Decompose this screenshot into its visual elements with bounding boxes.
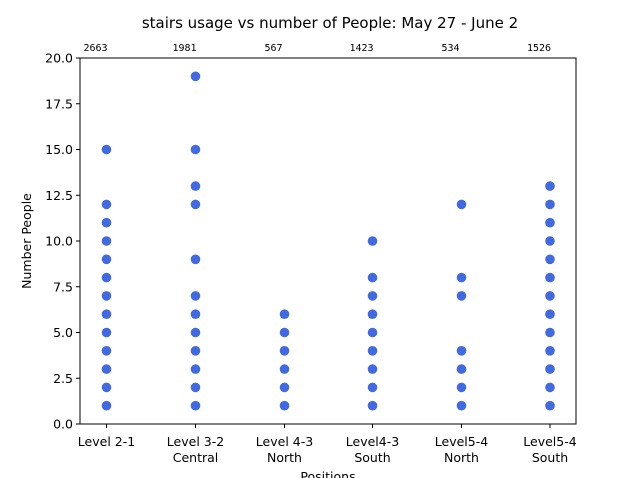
- y-tick-label: 0.0: [53, 417, 73, 432]
- data-point: [545, 400, 555, 411]
- data-point: [190, 400, 201, 411]
- data-point: [367, 291, 378, 301]
- data-point: [190, 181, 201, 191]
- data-point: [367, 327, 378, 338]
- y-tick-label: 15.0: [45, 142, 73, 157]
- data-point: [545, 217, 555, 228]
- x-tick-label: Level 3-2: [167, 434, 224, 449]
- y-tick-label: 17.5: [45, 96, 73, 111]
- total-count-label: 534: [441, 43, 459, 54]
- data-point: [101, 199, 112, 210]
- data-point: [545, 346, 555, 356]
- data-point: [101, 346, 112, 356]
- data-point: [545, 272, 555, 283]
- data-point: [456, 272, 467, 283]
- data-point: [101, 272, 112, 283]
- data-point: [101, 236, 112, 246]
- data-point: [190, 327, 201, 338]
- data-point: [101, 382, 112, 393]
- x-tick-label: Level5-4: [523, 434, 576, 449]
- data-point: [456, 364, 467, 374]
- x-tick-label: Level5-4: [435, 434, 488, 449]
- data-point: [101, 400, 112, 411]
- y-tick-label: 20.0: [45, 51, 73, 66]
- data-point: [190, 144, 201, 155]
- data-point: [190, 382, 201, 393]
- data-point: [101, 327, 112, 338]
- data-point: [367, 382, 378, 393]
- data-point: [456, 199, 467, 210]
- y-tick-label: 12.5: [45, 188, 73, 203]
- data-point: [101, 217, 112, 228]
- data-point: [190, 291, 201, 301]
- plot-area: [79, 57, 577, 425]
- data-point: [367, 364, 378, 374]
- data-point: [456, 346, 467, 356]
- data-point: [367, 400, 378, 411]
- data-point: [190, 364, 201, 374]
- data-point: [367, 346, 378, 356]
- data-point: [190, 309, 201, 320]
- count-labels: 2663 1981 567 1423 534 1526: [83, 43, 551, 54]
- data-points: [101, 71, 555, 411]
- data-point: [545, 309, 555, 320]
- data-point: [545, 291, 555, 301]
- x-axis-label: Positions: [300, 469, 355, 478]
- data-point: [367, 236, 378, 246]
- data-point: [545, 327, 555, 338]
- data-point: [101, 144, 112, 155]
- data-point: [190, 199, 201, 210]
- data-point: [545, 181, 555, 191]
- x-tick-label: Level 4-3: [256, 434, 313, 449]
- data-point: [101, 291, 112, 301]
- data-point: [279, 309, 290, 320]
- y-tick-label: 7.5: [53, 279, 73, 294]
- data-point: [101, 364, 112, 374]
- x-tick-label-line2: South: [532, 450, 568, 465]
- data-point: [545, 382, 555, 393]
- data-point: [545, 236, 555, 246]
- y-axis: 0.0 2.5 5.0 7.5 10.0 12.5 15.0 17.5 20.0: [45, 51, 80, 432]
- x-tick-label: Level 2-1: [78, 434, 135, 449]
- y-axis-label: Number People: [19, 193, 34, 289]
- chart-title: stairs usage vs number of People: May 27…: [142, 14, 518, 32]
- y-tick-label: 10.0: [45, 234, 73, 249]
- x-tick-label: Level4-3: [346, 434, 399, 449]
- data-point: [545, 254, 555, 265]
- x-tick-label-line2: North: [444, 450, 479, 465]
- x-tick-label-line2: Central: [173, 450, 219, 465]
- data-point: [190, 346, 201, 356]
- data-point: [367, 272, 378, 283]
- y-tick-label: 2.5: [53, 371, 73, 386]
- data-point: [456, 382, 467, 393]
- y-tick-label: 5.0: [53, 325, 73, 340]
- total-count-label: 1526: [527, 43, 551, 54]
- total-count-label: 1423: [349, 43, 373, 54]
- data-point: [279, 327, 290, 338]
- data-point: [190, 71, 201, 82]
- total-count-label: 567: [264, 43, 282, 54]
- data-point: [279, 382, 290, 393]
- data-point: [545, 199, 555, 210]
- data-point: [101, 254, 112, 265]
- data-point: [545, 364, 555, 374]
- data-point: [190, 254, 201, 265]
- data-point: [279, 346, 290, 356]
- total-count-label: 2663: [83, 43, 107, 54]
- data-point: [279, 400, 290, 411]
- data-point: [367, 309, 378, 320]
- data-point: [456, 291, 467, 301]
- data-point: [456, 400, 467, 411]
- x-tick-label-line2: South: [354, 450, 390, 465]
- data-point: [101, 309, 112, 320]
- x-tick-label-line2: North: [267, 450, 302, 465]
- total-count-label: 1981: [172, 43, 196, 54]
- data-point: [279, 364, 290, 374]
